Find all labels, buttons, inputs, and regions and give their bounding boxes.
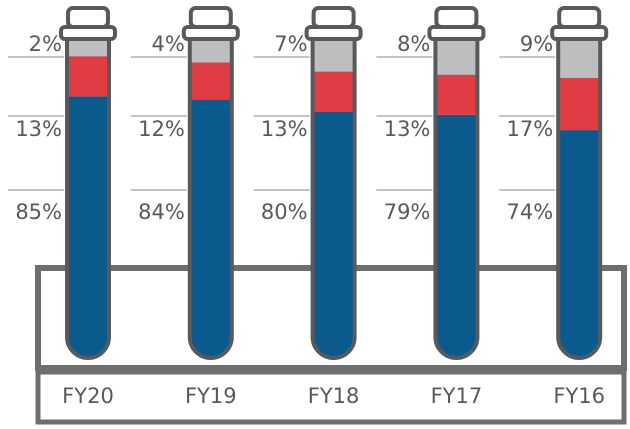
- segment: [67, 56, 109, 97]
- tube-outline: [556, 36, 603, 360]
- x-tick-label: FY18: [308, 384, 360, 408]
- value-label: 13%: [384, 117, 431, 141]
- segment: [67, 96, 109, 358]
- x-tick-label: FY16: [553, 384, 605, 408]
- segment: [312, 71, 355, 112]
- x-tick-label: FY19: [185, 384, 237, 408]
- tube-outline: [65, 36, 111, 360]
- segment: [312, 38, 355, 72]
- segment: [189, 62, 232, 100]
- value-label: 13%: [261, 117, 308, 141]
- value-label: 74%: [507, 200, 554, 224]
- segment: [558, 77, 601, 131]
- segment: [312, 111, 355, 358]
- value-label: 17%: [507, 117, 554, 141]
- segment: [558, 130, 601, 358]
- segment: [189, 99, 232, 358]
- tube-cap: [557, 6, 602, 29]
- tube-cap: [66, 6, 110, 29]
- segment: [435, 114, 478, 358]
- value-label: 9%: [520, 32, 553, 56]
- value-label: 80%: [261, 200, 308, 224]
- value-label: 85%: [15, 200, 62, 224]
- x-tick-label: FY17: [431, 384, 483, 408]
- tube-outline: [433, 36, 480, 360]
- segment: [558, 38, 601, 78]
- value-label: 4%: [151, 32, 184, 56]
- value-label: 7%: [274, 32, 307, 56]
- value-label: 84%: [138, 200, 185, 224]
- tube-outline: [310, 36, 357, 360]
- value-label: 13%: [15, 117, 62, 141]
- tube-cap: [434, 6, 479, 29]
- segment: [67, 38, 109, 57]
- value-label: 12%: [138, 117, 185, 141]
- value-label: 2%: [29, 32, 62, 56]
- segment: [435, 74, 478, 115]
- segment: [435, 38, 478, 75]
- value-label: 8%: [397, 32, 430, 56]
- tube-cap: [188, 6, 233, 29]
- tube-cap: [311, 6, 356, 29]
- label-box: [35, 369, 627, 425]
- segment: [189, 38, 232, 63]
- value-label: 79%: [384, 200, 431, 224]
- tube-outline: [187, 36, 234, 360]
- x-tick-label: FY20: [62, 384, 114, 408]
